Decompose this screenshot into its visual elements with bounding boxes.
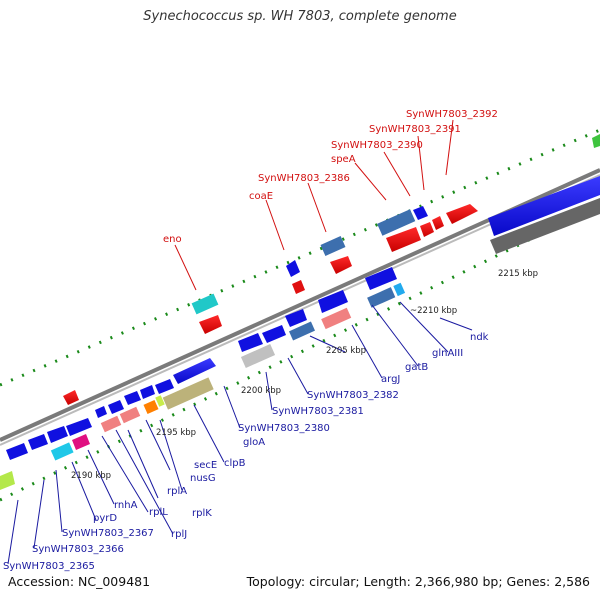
gene-label: SynWH7803_2391 — [369, 124, 461, 135]
gene-label: SynWH7803_2381 — [272, 406, 364, 417]
gene-nusG — [155, 379, 174, 394]
gene-2391 — [420, 222, 434, 237]
gene-rplA-orange — [143, 399, 159, 415]
gene-2366-cyan — [50, 442, 74, 461]
gene-clpB — [173, 358, 216, 384]
accession-label: Accession: NC_009481 — [8, 574, 151, 589]
gene-2392 — [446, 204, 478, 224]
gene-2366 — [47, 426, 68, 443]
gene-green-end — [592, 134, 600, 148]
gene-secE — [162, 377, 214, 410]
gene-label: SynWH7803_2365 — [3, 561, 95, 572]
gene-coaE-red — [292, 280, 305, 294]
gene-glnAIII-b — [367, 287, 396, 308]
gene-long-blue — [488, 176, 600, 236]
gene-2367 — [66, 418, 92, 436]
reverse-genes — [0, 176, 600, 490]
reverse-labels: SynWH7803_2365 SynWH7803_2366 SynWH7803_… — [3, 332, 489, 572]
scale-label: ~2210 kbp — [410, 306, 457, 316]
gene-label: argJ — [381, 374, 400, 385]
gene-label: SynWH7803_2380 — [238, 423, 330, 434]
forward-labels: eno coaE SynWH7803_2386 speA SynWH7803_2… — [163, 109, 498, 245]
gene-2386-blue — [320, 236, 346, 256]
gene-label: eno — [163, 234, 182, 245]
gene-misc-red — [63, 390, 79, 405]
tick-row-inner — [0, 203, 600, 502]
gene-rplK — [140, 385, 155, 399]
gene-left-lime — [0, 471, 15, 490]
gene-2392-blue — [413, 206, 428, 220]
gene-label: glnAIII — [432, 348, 463, 359]
gene-label: coaE — [249, 191, 273, 202]
gene-label: SynWH7803_2390 — [331, 140, 423, 151]
gene-gloA — [238, 333, 263, 352]
gene-2391b — [432, 216, 444, 230]
gene-label: SynWH7803_2366 — [32, 544, 124, 555]
gene-pyrD — [95, 406, 107, 418]
gene-rplA — [124, 391, 141, 405]
gene-2365 — [28, 434, 48, 450]
map-title: Synechococcus sp. WH 7803, complete geno… — [143, 9, 457, 24]
gene-argJ — [321, 307, 352, 330]
scale-label: 2200 kbp — [241, 386, 281, 396]
scale-label: 2215 kbp — [498, 269, 538, 279]
gene-glnAIII — [365, 267, 397, 290]
gene-2380 — [262, 325, 286, 343]
gene-label: SynWH7803_2367 — [62, 528, 154, 539]
gene-2367-mag — [72, 434, 90, 450]
forward-genes — [63, 134, 600, 405]
gene-label: rplL — [149, 507, 168, 518]
gene-label: rplJ — [171, 529, 187, 540]
gene-rplL — [100, 415, 122, 433]
gene-rplJ — [119, 406, 141, 424]
scale-label: 2190 kbp — [71, 471, 111, 481]
gene-coaE — [286, 260, 300, 277]
scale-label: 2195 kbp — [156, 428, 196, 438]
gene-speA — [377, 209, 416, 236]
gene-ndk — [393, 282, 406, 297]
gene-2381 — [285, 309, 307, 327]
gene-label: speA — [331, 154, 356, 165]
gene-label: rnhA — [114, 500, 138, 511]
gene-2390 — [386, 227, 421, 252]
scale-labels: 2190 kbp 2195 kbp 2200 kbp 2205 kbp ~221… — [71, 269, 538, 481]
gene-label: SynWH7803_2386 — [258, 173, 350, 184]
gene-rplA-lime — [155, 395, 165, 407]
gene-2365b — [6, 443, 28, 460]
gene-label: SynWH7803_2382 — [307, 390, 399, 401]
gene-label: clpB — [224, 458, 246, 469]
gene-label: gatB — [405, 362, 428, 373]
gene-label: gloA — [243, 437, 265, 448]
gene-label: rplA — [167, 486, 187, 497]
gene-eno — [191, 293, 219, 315]
genome-stats: Topology: circular; Length: 2,366,980 bp… — [246, 574, 590, 589]
tick-row-outer — [0, 128, 600, 387]
gene-label: SynWH7803_2392 — [406, 109, 498, 120]
gene-eno-arrow — [199, 315, 222, 334]
gene-label: ndk — [470, 332, 489, 343]
gene-label: pyrD — [93, 513, 117, 524]
gene-rnhA — [108, 400, 124, 414]
gene-label: nusG — [190, 473, 216, 484]
gene-gatB — [318, 290, 348, 313]
gene-label: rplK — [192, 508, 212, 519]
leader-lines — [7, 119, 473, 565]
gene-clpB-grey — [240, 344, 276, 368]
gene-label: secE — [194, 460, 217, 471]
gene-long-grey — [490, 198, 600, 254]
scale-label: 2205 kbp — [326, 346, 366, 356]
gene-2386 — [330, 256, 352, 274]
gene-2382 — [289, 321, 315, 341]
